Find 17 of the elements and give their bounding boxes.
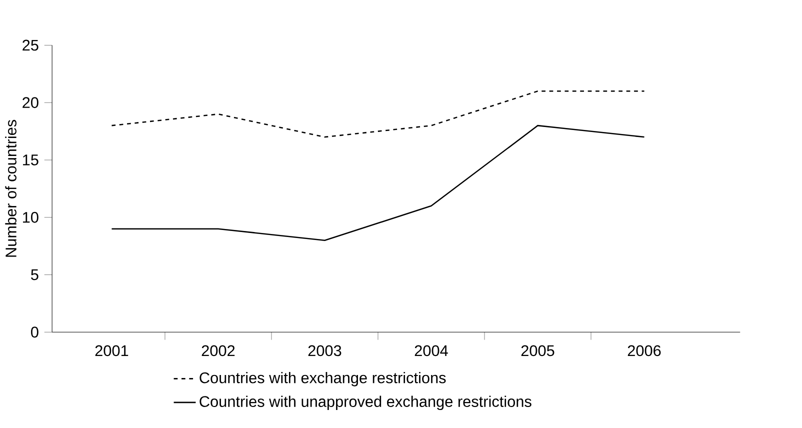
x-tick-label: 2002 — [202, 345, 235, 356]
x-tick-label: 2005 — [521, 345, 554, 356]
legend-label: Countries with exchange restrictions — [200, 372, 446, 386]
y-tick-label: 15 — [23, 154, 38, 166]
legend-label: Countries with unapproved exchange restrictions — [200, 396, 532, 410]
y-tick-label: 20 — [22, 96, 38, 108]
y-tick-label: 25 — [22, 40, 38, 50]
line-series — [111, 124, 645, 241]
x-tick-label: 2006 — [628, 345, 661, 356]
x-tick-label: 2001 — [95, 345, 128, 356]
y-tick-label: 5 — [31, 269, 38, 280]
x-tick-label: 2004 — [414, 345, 448, 356]
line-series — [111, 90, 645, 138]
y-tick-label: 10 — [23, 212, 38, 223]
y-tick-label: 0 — [31, 326, 38, 338]
y-axis-title: Number of countries — [5, 120, 16, 257]
x-tick-label: 2003 — [308, 345, 342, 356]
